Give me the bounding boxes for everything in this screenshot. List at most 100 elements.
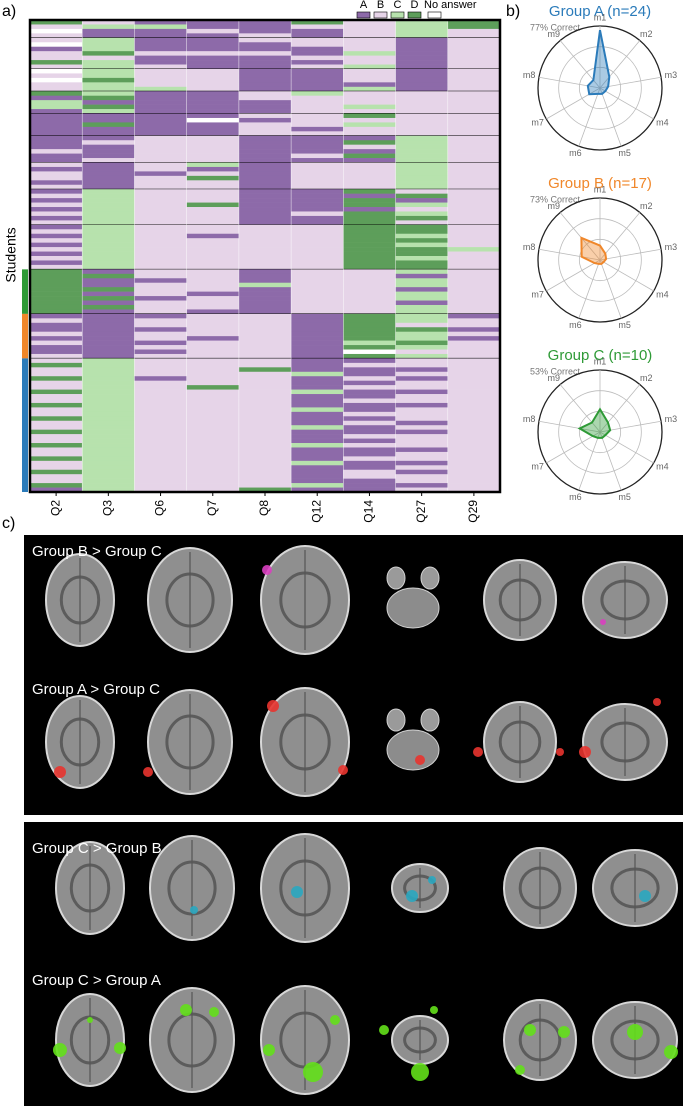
- heatmap-cell: [30, 68, 83, 74]
- heatmap-cell: [134, 358, 187, 364]
- heatmap-cell: [238, 371, 292, 377]
- heatmap-cell: [395, 37, 448, 43]
- activation-blob: [473, 747, 483, 757]
- heatmap-cell: [186, 304, 239, 310]
- heatmap-cell: [186, 149, 239, 154]
- heatmap-cell: [30, 474, 83, 479]
- heatmap-cell: [134, 86, 187, 92]
- heatmap-cell: [447, 175, 500, 181]
- heatmap-cell: [395, 456, 448, 462]
- heatmap-cell: [238, 198, 292, 203]
- heatmap-cell: [238, 149, 292, 154]
- heatmap-cell: [447, 82, 500, 88]
- activation-blob: [515, 1065, 525, 1075]
- heatmap-cell: [82, 189, 135, 194]
- heatmap-cell: [134, 474, 187, 479]
- heatmap-cell: [82, 144, 135, 150]
- heatmap-cell: [134, 322, 187, 328]
- heatmap-cell: [447, 238, 500, 243]
- heatmap-cell: [343, 242, 396, 248]
- brain-panel: [24, 535, 683, 815]
- heatmap-cell: [447, 443, 500, 448]
- heatmap-cell: [447, 33, 500, 39]
- heatmap-cell: [395, 100, 448, 105]
- activation-blob: [556, 748, 564, 756]
- heatmap-cell: [343, 20, 396, 25]
- heatmap-cell: [30, 394, 83, 399]
- heatmap-cell: [238, 207, 292, 212]
- heatmap-cell: [30, 269, 83, 275]
- heatmap-cell: [238, 434, 292, 439]
- activation-blob: [338, 765, 348, 775]
- heatmap-cell: [238, 340, 292, 346]
- heatmap-cell: [134, 77, 187, 83]
- heatmap-cell: [343, 211, 396, 217]
- heatmap-cell: [343, 318, 396, 324]
- heatmap-cell: [30, 438, 83, 444]
- heatmap-cell: [134, 483, 187, 488]
- heatmap-cell: [291, 304, 344, 310]
- heatmap-cell: [395, 113, 448, 119]
- heatmap-cell: [82, 33, 135, 39]
- axis-label: m5: [618, 492, 631, 502]
- heatmap-cell: [395, 55, 448, 61]
- heatmap-cell: [82, 68, 135, 74]
- heatmap-cell: [238, 349, 292, 355]
- heatmap-cell: [291, 358, 344, 364]
- axis-label: m9: [547, 29, 560, 39]
- heatmap-cell: [447, 189, 500, 194]
- heatmap-cell: [186, 264, 239, 270]
- activation-blob: [114, 1042, 126, 1054]
- heatmap-cell: [30, 86, 83, 92]
- heatmap-cell: [186, 376, 239, 381]
- heatmap-cell: [82, 24, 135, 30]
- heatmap-cell: [186, 64, 239, 70]
- heatmap-cell: [82, 198, 135, 203]
- heatmap-cell: [291, 345, 344, 350]
- heatmap-cell: [395, 149, 448, 154]
- heatmap-cell: [238, 278, 292, 284]
- heatmap-cell: [291, 385, 344, 390]
- heatmap-cell: [82, 211, 135, 217]
- heatmap-cell: [395, 166, 448, 172]
- heatmap-cell: [447, 193, 500, 199]
- heatmap-cell: [395, 402, 448, 408]
- heatmap-cell: [186, 55, 239, 61]
- heatmap-cell: [134, 264, 187, 270]
- heatmap-cell: [447, 300, 500, 306]
- heatmap-cell: [238, 153, 292, 159]
- heatmap-cell: [30, 465, 83, 471]
- heatmap-cell: [30, 166, 83, 172]
- heatmap-cell: [447, 376, 500, 381]
- heatmap-cell: [238, 224, 292, 230]
- heatmap-cell: [186, 77, 239, 83]
- heatmap-cell: [30, 322, 83, 328]
- heatmap-cell: [186, 287, 239, 292]
- heatmap-cell: [343, 487, 396, 493]
- heatmap-cell: [30, 229, 83, 235]
- heatmap-cell: [134, 202, 187, 208]
- axis-label: m1: [594, 356, 607, 366]
- heatmap-cell: [186, 158, 239, 163]
- heatmap-cell: [134, 113, 187, 119]
- heatmap-cell: [395, 380, 448, 386]
- heatmap-cell: [343, 117, 396, 123]
- heatmap-cell: [238, 429, 292, 435]
- heatmap-cell: [82, 51, 135, 56]
- heatmap-cell: [343, 287, 396, 292]
- spoke: [546, 259, 601, 292]
- heatmap-cell: [238, 117, 292, 123]
- heatmap-cell: [238, 420, 292, 426]
- axis-label: m4: [656, 289, 669, 299]
- heatmap-cell: [186, 313, 239, 319]
- heatmap-cell: [447, 353, 500, 359]
- heatmap-cell: [447, 291, 500, 297]
- axis-label: m5: [618, 148, 631, 158]
- heatmap-cell: [238, 269, 292, 275]
- heatmap-cell: [343, 407, 396, 413]
- heatmap-cell: [238, 256, 292, 261]
- heatmap-cell: [291, 215, 344, 221]
- heatmap-cell: [238, 336, 292, 341]
- heatmap-cell: [447, 469, 500, 475]
- heatmap-cell: [291, 91, 344, 96]
